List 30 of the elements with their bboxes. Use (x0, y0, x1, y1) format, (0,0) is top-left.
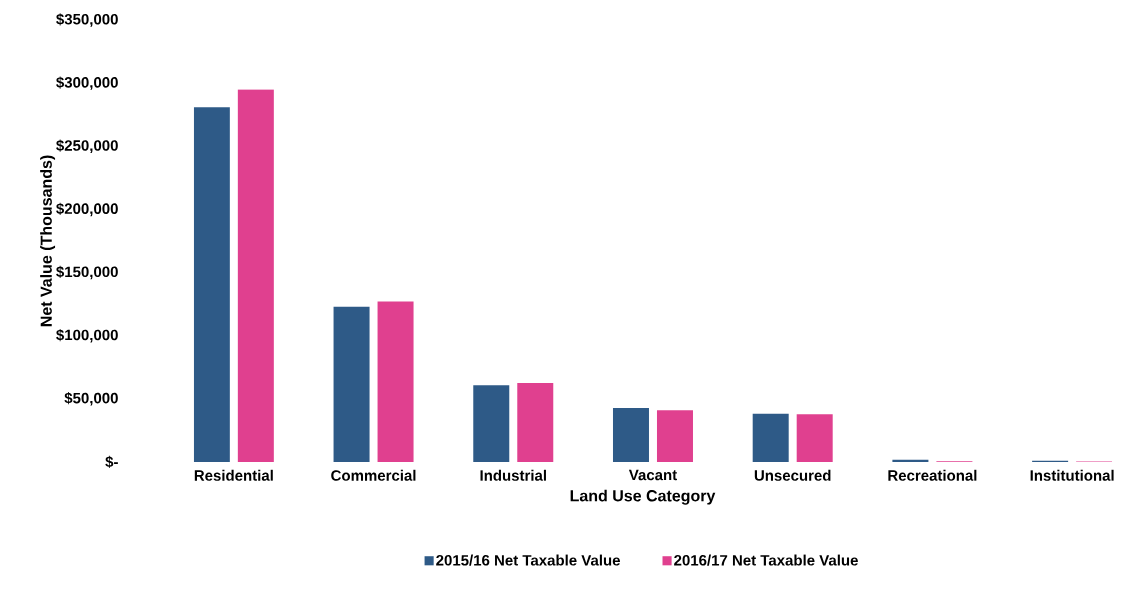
bar (473, 385, 510, 462)
x-tick-label: Residential (194, 469, 273, 481)
y-tick-label: $150,000 (56, 265, 118, 280)
bar (892, 459, 929, 462)
bar (237, 89, 274, 462)
bar (517, 382, 554, 462)
y-tick-label: $300,000 (56, 76, 118, 90)
bar (656, 410, 693, 462)
x-tick-label: Industrial (480, 469, 546, 481)
bar (333, 306, 370, 462)
y-tick-label: $100,000 (56, 328, 118, 343)
legend-label: 2015/16 Net Taxable Value (436, 554, 620, 566)
x-axis-title: Land Use Category (570, 489, 716, 505)
y-tick-label: $- (105, 455, 118, 469)
bar (193, 107, 230, 462)
x-tick-label: Vacant (628, 469, 677, 481)
y-tick-label: $350,000 (56, 13, 118, 27)
bar (612, 407, 649, 462)
x-tick-label: Unsecured (754, 469, 831, 481)
y-axis-title: Net Value (Thousands) (40, 155, 56, 327)
x-tick-label: Institutional (1030, 469, 1114, 481)
y-tick-label: $50,000 (64, 392, 118, 406)
x-tick-label: Commercial (331, 469, 416, 481)
legend-label: 2016/17 Net Taxable Value (674, 554, 858, 566)
y-tick-label: $250,000 (56, 139, 118, 153)
bar (796, 414, 833, 462)
bar (752, 413, 789, 462)
y-tick-label: $200,000 (56, 202, 118, 217)
x-tick-label: Recreational (888, 469, 977, 481)
bar (377, 301, 414, 462)
